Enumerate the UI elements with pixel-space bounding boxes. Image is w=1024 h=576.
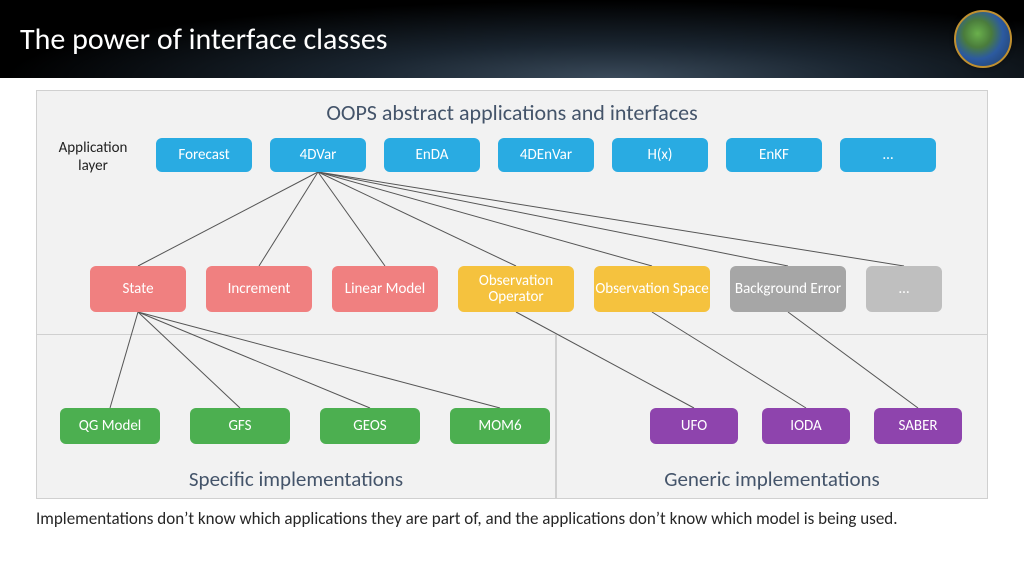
node-enkf: EnKF <box>726 138 822 172</box>
node-forecast: Forecast <box>156 138 252 172</box>
node-ioda: IODA <box>762 408 850 444</box>
slide-title: The power of interface classes <box>20 21 388 58</box>
diagram-area: OOPS abstract applications and interface… <box>36 90 988 500</box>
node-more1: … <box>840 138 936 172</box>
node-ufo: UFO <box>650 408 738 444</box>
node-geos: GEOS <box>320 408 420 444</box>
node-gfs: GFS <box>190 408 290 444</box>
node-enda: EnDA <box>384 138 480 172</box>
node-hx: H(x) <box>612 138 708 172</box>
node-state: State <box>90 266 186 312</box>
node-obsop: Observation Operator <box>458 266 574 312</box>
specific-impl-title: Specific implementations <box>37 466 555 492</box>
node-more2: … <box>866 266 942 312</box>
generic-impl-title: Generic implementations <box>557 466 987 492</box>
node-increment: Increment <box>206 266 312 312</box>
node-qg: QG Model <box>60 408 160 444</box>
node-linmodel: Linear Model <box>332 266 438 312</box>
node-mom6: MOM6 <box>450 408 550 444</box>
node-4dvar: 4DVar <box>270 138 366 172</box>
application-layer-label: Application layer <box>45 139 141 175</box>
top-panel-title: OOPS abstract applications and interface… <box>37 99 987 126</box>
jcsda-logo-icon <box>954 10 1012 68</box>
node-bgerr: Background Error <box>730 266 846 312</box>
node-saber: SABER <box>874 408 962 444</box>
node-4denvar: 4DEnVar <box>498 138 594 172</box>
footer-caption: Implementations don’t know which applica… <box>36 508 956 531</box>
node-obsspace: Observation Space <box>594 266 710 312</box>
slide-header: The power of interface classes <box>0 0 1024 78</box>
